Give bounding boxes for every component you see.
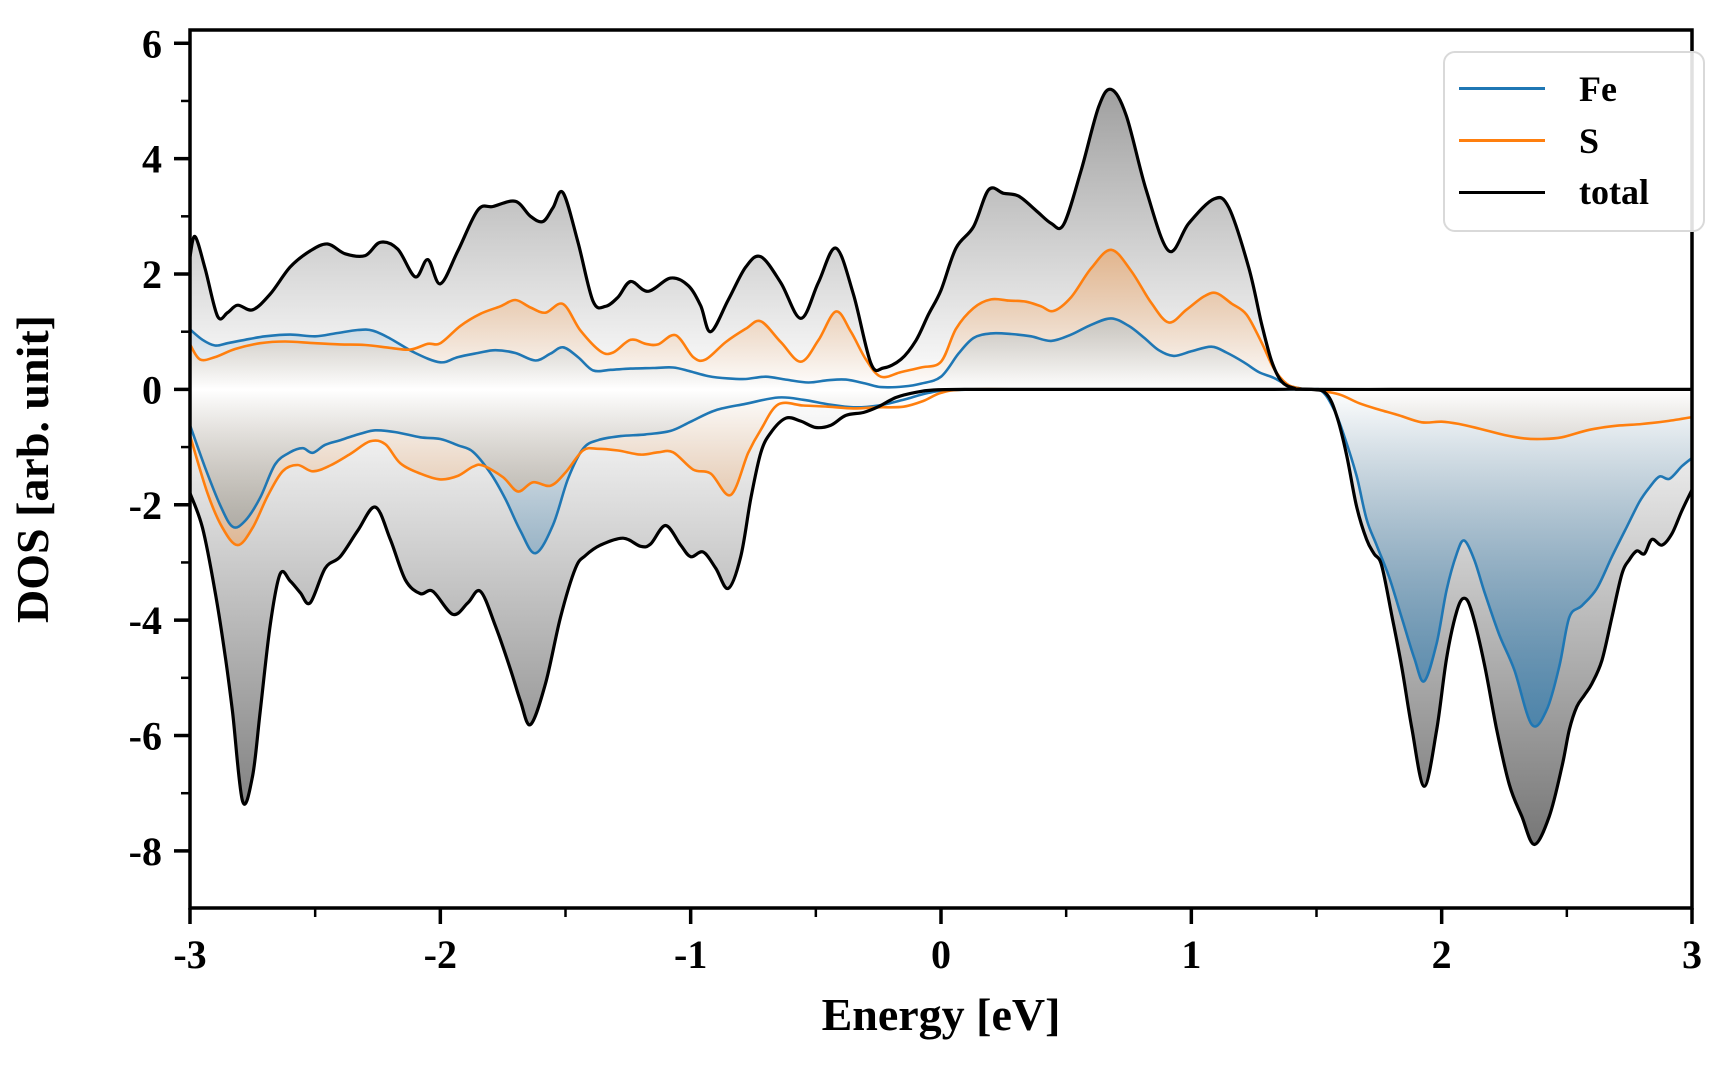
s-up-curve [190,248,1692,391]
x-tick-label: -3 [173,932,206,977]
fe-up-fill [190,318,1692,390]
y-tick-label: 2 [142,252,162,297]
y-tick-label: 4 [142,137,162,182]
legend-item-s: S [1445,115,1703,167]
x-axis-label: Energy [eV] [822,989,1061,1040]
x-tick-label: 1 [1181,932,1201,977]
legend-label-s: S [1579,120,1600,161]
axes-tick-labels: -3 -2 -1 0 1 2 3 6 4 2 0 -2 -4 -6 -8 [129,21,1702,977]
legend-label-total: total [1579,172,1649,213]
y-axis-label: DOS [arb. unit] [7,315,58,623]
x-tick-label: -1 [674,932,707,977]
total-line-swatch [1459,190,1545,194]
x-tick-label: 0 [931,932,951,977]
x-tick-label: 3 [1682,932,1702,977]
total-down-fill [190,389,1692,845]
s-down-curve [190,387,1692,547]
legend-label-fe: Fe [1579,68,1617,109]
y-tick-label: 0 [142,367,162,412]
x-tick-label: 2 [1432,932,1452,977]
y-tick-label: -8 [129,829,162,874]
fe-down-curve [190,387,1692,728]
legend: Fe S total [1443,51,1705,232]
total-down-curve [190,387,1692,847]
fe-up-curve [190,317,1692,391]
fe-line-swatch [1459,87,1545,91]
axes-ticks [174,41,1694,924]
y-tick-label: -4 [129,598,162,643]
y-tick-label: -2 [129,483,162,528]
x-tick-label: -2 [424,932,457,977]
total-up-curve [190,87,1692,392]
y-tick-label: 6 [142,21,162,66]
legend-item-total: total [1445,166,1703,218]
legend-item-fe: Fe [1445,63,1703,115]
dos-curves [190,87,1692,847]
y-tick-label: -6 [129,714,162,759]
s-line-swatch [1459,139,1545,142]
